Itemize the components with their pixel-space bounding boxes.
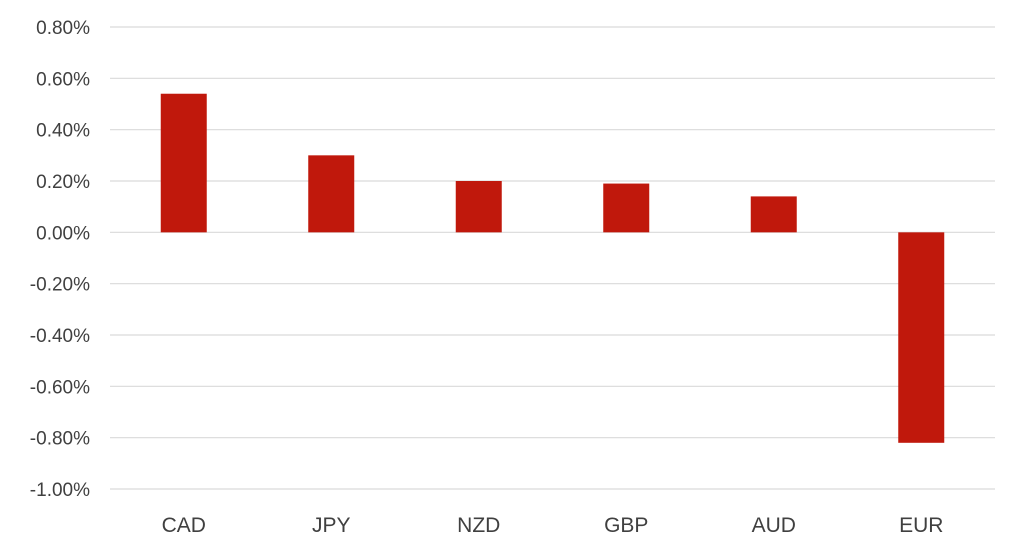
- x-category-label: GBP: [604, 514, 648, 537]
- y-tick-label: -0.20%: [30, 275, 90, 296]
- y-tick-label: 0.40%: [36, 121, 90, 142]
- gridlines: [110, 26, 995, 490]
- x-category-label: NZD: [457, 514, 500, 537]
- x-category-label: AUD: [752, 514, 796, 537]
- bar-jpy: [308, 155, 355, 233]
- x-category-label: CAD: [162, 514, 206, 537]
- bar-eur: [898, 232, 945, 443]
- y-tick-label: 0.20%: [36, 172, 90, 193]
- y-tick-label: 0.80%: [36, 18, 90, 39]
- y-tick-label: -0.80%: [30, 429, 90, 450]
- y-axis-tick-labels: 0.80% 0.60% 0.40% 0.20% 0.00% -0.20% -0.40% -0.…: [30, 18, 90, 501]
- x-category-label: JPY: [312, 514, 351, 537]
- y-tick-label: -1.00%: [30, 480, 90, 501]
- bar-cad: [160, 93, 207, 233]
- y-tick-label: -0.40%: [30, 326, 90, 347]
- bar-nzd: [455, 181, 502, 233]
- y-tick-label: 0.60%: [36, 69, 90, 90]
- y-tick-label: -0.60%: [30, 377, 90, 398]
- y-tick-label: 0.00%: [36, 223, 90, 244]
- x-category-label: EUR: [899, 514, 943, 537]
- bars: [160, 93, 945, 443]
- bar-gbp: [603, 183, 650, 233]
- x-axis-category-labels: CAD JPY NZD GBP AUD EUR: [162, 514, 944, 537]
- bar-aud: [750, 196, 797, 233]
